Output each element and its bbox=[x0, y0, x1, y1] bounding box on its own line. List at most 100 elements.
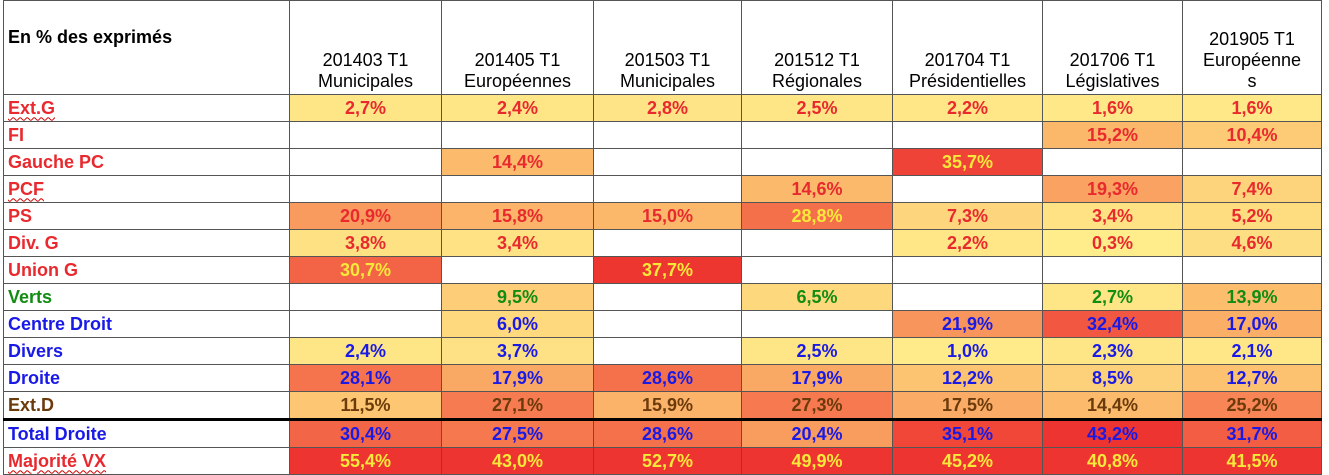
value-cell bbox=[892, 256, 1043, 284]
value-cell: 15,2% bbox=[1042, 121, 1183, 149]
value-cell: 3,7% bbox=[441, 337, 594, 365]
value-cell: 20,9% bbox=[289, 202, 442, 230]
value-cell: 52,7% bbox=[593, 447, 742, 475]
row-label: Majorité VX bbox=[3, 447, 290, 475]
value-cell: 7,3% bbox=[892, 202, 1043, 230]
column-header: 201905 T1 Européenne s bbox=[1182, 0, 1322, 95]
value-cell bbox=[741, 310, 893, 338]
value-cell bbox=[289, 310, 442, 338]
value-cell bbox=[441, 256, 594, 284]
value-cell: 41,5% bbox=[1182, 447, 1322, 475]
value-cell: 2,2% bbox=[892, 229, 1043, 257]
column-code: 201905 T1 bbox=[1209, 29, 1295, 49]
column-code: 201403 T1 bbox=[322, 50, 409, 70]
value-cell: 17,9% bbox=[441, 364, 594, 392]
value-cell: 1,0% bbox=[892, 337, 1043, 365]
value-cell: 30,4% bbox=[289, 418, 442, 448]
column-header: 201405 T1 Européennes bbox=[441, 0, 594, 95]
column-election: Législatives bbox=[1065, 71, 1160, 91]
value-cell: 31,7% bbox=[1182, 418, 1322, 448]
table-row: PCF 14,6% 19,3% 7,4% bbox=[3, 175, 1322, 203]
value-cell: 4,6% bbox=[1182, 229, 1322, 257]
row-label: Droite bbox=[3, 364, 290, 392]
value-cell bbox=[741, 256, 893, 284]
value-cell: 19,3% bbox=[1042, 175, 1183, 203]
table-row: Divers 2,4% 3,7% 2,5% 1,0% 2,3% 2,1% bbox=[3, 337, 1322, 365]
value-cell: 32,4% bbox=[1042, 310, 1183, 338]
value-cell: 20,4% bbox=[741, 418, 893, 448]
column-code: 201706 T1 bbox=[1069, 50, 1156, 70]
row-label: Ext.G bbox=[3, 94, 290, 122]
row-label: Centre Droit bbox=[3, 310, 290, 338]
value-cell: 37,7% bbox=[593, 256, 742, 284]
row-label: Total Droite bbox=[3, 418, 290, 448]
value-cell: 17,9% bbox=[741, 364, 893, 392]
row-label-text: Ext.G bbox=[8, 97, 56, 118]
row-label-text: FI bbox=[8, 124, 24, 145]
column-code: 201405 T1 bbox=[474, 50, 561, 70]
table-row: Centre Droit 6,0% 21,9% 32,4% 17,0% bbox=[3, 310, 1322, 338]
value-cell bbox=[441, 121, 594, 149]
row-label: Gauche PC bbox=[3, 148, 290, 176]
value-cell: 0,3% bbox=[1042, 229, 1183, 257]
value-cell: 14,4% bbox=[441, 148, 594, 176]
column-code: 201512 T1 bbox=[774, 50, 860, 70]
value-cell: 5,2% bbox=[1182, 202, 1322, 230]
value-cell: 28,6% bbox=[593, 418, 742, 448]
row-label: Divers bbox=[3, 337, 290, 365]
row-label-text: Total Droite bbox=[8, 423, 107, 444]
value-cell: 35,1% bbox=[892, 418, 1043, 448]
value-cell: 3,4% bbox=[1042, 202, 1183, 230]
value-cell bbox=[593, 337, 742, 365]
value-cell bbox=[741, 229, 893, 257]
row-label-text: PCF bbox=[8, 178, 44, 199]
value-cell: 6,0% bbox=[441, 310, 594, 338]
value-cell bbox=[741, 148, 893, 176]
value-cell: 2,5% bbox=[741, 94, 893, 122]
row-label-text: Majorité VX bbox=[8, 450, 107, 471]
value-cell: 2,4% bbox=[289, 337, 442, 365]
table-row: FI 15,2% 10,4% bbox=[3, 121, 1322, 149]
row-label-text: Union G bbox=[8, 259, 78, 280]
results-table: En % des exprimés 201403 T1 Municipales 20… bbox=[3, 0, 1322, 475]
value-cell bbox=[441, 175, 594, 203]
value-cell: 28,8% bbox=[741, 202, 893, 230]
column-election: Municipales bbox=[317, 71, 414, 91]
value-cell: 13,9% bbox=[1182, 283, 1322, 311]
value-cell: 27,1% bbox=[441, 391, 594, 420]
value-cell: 14,6% bbox=[741, 175, 893, 203]
value-cell bbox=[892, 175, 1043, 203]
value-cell bbox=[593, 175, 742, 203]
row-label: Union G bbox=[3, 256, 290, 284]
value-cell bbox=[289, 121, 442, 149]
value-cell bbox=[593, 148, 742, 176]
column-code: 201704 T1 bbox=[924, 50, 1011, 70]
row-label: Div. G bbox=[3, 229, 290, 257]
column-election: Municipales bbox=[619, 71, 716, 91]
value-cell: 12,7% bbox=[1182, 364, 1322, 392]
value-cell: 6,5% bbox=[741, 283, 893, 311]
value-cell: 28,6% bbox=[593, 364, 742, 392]
row-label-text: PS bbox=[8, 205, 33, 226]
row-label-text: Gauche PC bbox=[8, 151, 105, 172]
value-cell bbox=[1182, 148, 1322, 176]
row-label: PCF bbox=[3, 175, 290, 203]
table-row: Div. G 3,8% 3,4% 2,2% 0,3% 4,6% bbox=[3, 229, 1322, 257]
value-cell: 15,0% bbox=[593, 202, 742, 230]
row-label-text: Droite bbox=[8, 367, 61, 388]
table-row: Verts 9,5% 6,5% 2,7% 13,9% bbox=[3, 283, 1322, 311]
value-cell: 2,7% bbox=[289, 94, 442, 122]
value-cell: 28,1% bbox=[289, 364, 442, 392]
header-label: En % des exprimés bbox=[3, 0, 290, 95]
row-label: FI bbox=[3, 121, 290, 149]
value-cell bbox=[593, 229, 742, 257]
value-cell: 9,5% bbox=[441, 283, 594, 311]
value-cell: 15,9% bbox=[593, 391, 742, 420]
value-cell: 2,7% bbox=[1042, 283, 1183, 311]
value-cell bbox=[289, 148, 442, 176]
column-header: 201512 T1 Régionales bbox=[741, 0, 893, 95]
value-cell: 3,4% bbox=[441, 229, 594, 257]
value-cell: 25,2% bbox=[1182, 391, 1322, 420]
value-cell bbox=[1042, 256, 1183, 284]
value-cell bbox=[892, 283, 1043, 311]
